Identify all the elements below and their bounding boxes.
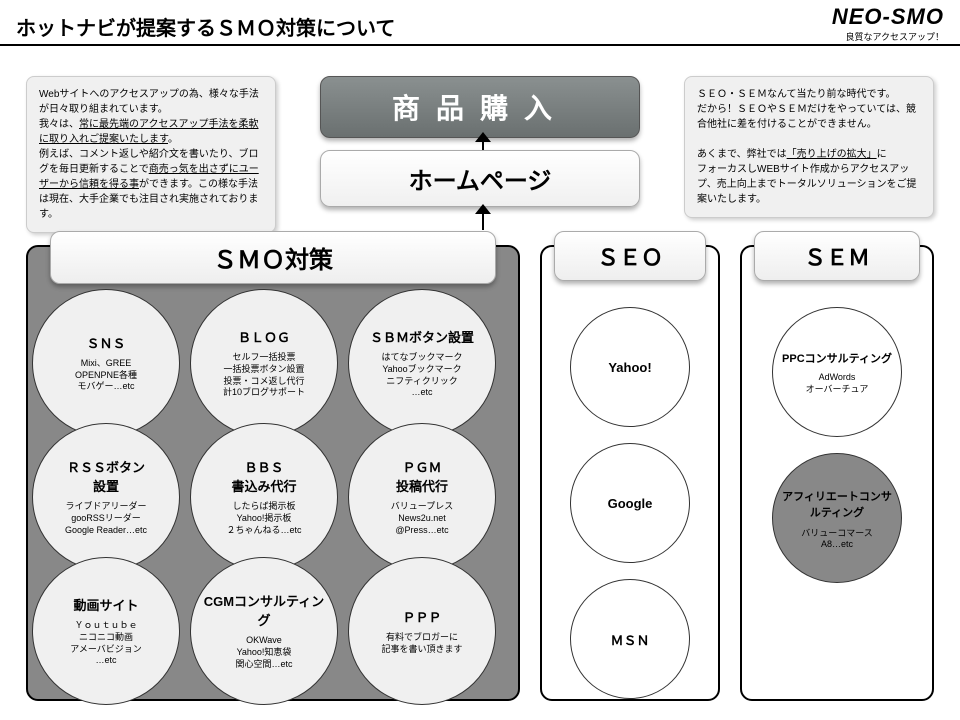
sem-circle-body-1: バリューコマースA8…etc: [801, 526, 873, 549]
sem-header: ＳＥＭ: [754, 231, 920, 281]
smo-circle-0: ＳＮＳ Mixi、GREEOPENPNE各種モバゲー…etc: [32, 289, 180, 437]
logo: NEO-SMO 良質なアクセスアップ！: [832, 4, 944, 43]
smo-circle-body-1: セルフ一括投票一括投票ボタン設置投票・コメ返し代行計10ブログサポート: [223, 352, 305, 399]
sem-circle-0: PPCコンサルティング AdWordsオーバーチュア: [772, 307, 902, 437]
title-underline: [0, 44, 960, 46]
smo-circle-body-8: 有料でブロガーに記事を書い頂きます: [381, 632, 462, 655]
smo-circle-grid: ＳＮＳ Mixi、GREEOPENPNE各種モバゲー…etc ＢＬＯＧ セルフ一括投票…: [38, 295, 508, 693]
page-title: ホットナビが提案するＳＭＯ対策について: [16, 12, 395, 41]
top-banner: 商品購入: [320, 76, 640, 138]
smo-circle-title-4: ＢＢＳ書込み代行: [231, 457, 296, 495]
smo-circle-title-6: 動画サイト: [73, 595, 138, 614]
sem-circles: PPCコンサルティング AdWordsオーバーチュアアフィリエートコンサルティング…: [742, 307, 932, 583]
smo-circle-8: ＰＰＰ 有料でブロガーに記事を書い頂きます: [348, 557, 496, 705]
smo-panel: ＳＭＯ対策 ＳＮＳMixi、GREEOPENPNE各種モバゲー…etcＢＬＯＧセ…: [26, 245, 520, 701]
arrow-line-1: [482, 142, 484, 150]
seo-header: ＳＥＯ: [554, 231, 706, 281]
smo-circle-3: ＲＳＳボタン設置ライブドアリーダーgooRSSリーダーGoogle Reader…: [32, 423, 180, 571]
sem-circle-title-1: アフィリエートコンサルティング: [779, 488, 895, 520]
smo-circle-body-4: したらば掲示板Yahoo!掲示板２ちゃんねる…etc: [226, 501, 301, 536]
smo-circle-1: ＢＬＯＧ セルフ一括投票一括投票ボタン設置投票・コメ返し代行計10ブログサポート: [190, 289, 338, 437]
smo-circle-6: 動画サイト Ｙｏｕｔｕｂｅニコニコ動画アメーバビジョン…etc: [32, 557, 180, 705]
smo-circle-title-3: ＲＳＳボタン設置: [67, 457, 145, 495]
left-note-box: Webサイトへのアクセスアップの為、様々な手法が日々取り組まれています。 我々は…: [26, 76, 276, 233]
right-note-r3u: 「売り上げの拡大」: [787, 149, 877, 160]
smo-circle-title-2: ＳＢＭボタン設置: [370, 327, 474, 346]
smo-circle-body-0: Mixi、GREEOPENPNE各種モバゲー…etc: [75, 358, 137, 393]
left-note-l2a: 我々は、: [39, 119, 79, 130]
seo-circle-1: Google: [570, 443, 690, 563]
smo-circle-title-0: ＳＮＳ: [86, 333, 125, 352]
logo-main: NEO-SMO: [832, 4, 944, 30]
left-note-l1: Webサイトへのアクセスアップの為、様々な手法が日々取り組まれています。: [39, 89, 259, 115]
seo-circle-2: ＭＳＮ: [570, 579, 690, 699]
sem-panel: ＳＥＭ PPCコンサルティングAdWordsオーバーチュアアフィリエートコンサル…: [740, 245, 934, 701]
smo-circle-body-7: OKWaveYahoo!知恵袋関心空間…etc: [235, 635, 292, 670]
smo-circle-7: CGMコンサルティング OKWaveYahoo!知恵袋関心空間…etc: [190, 557, 338, 705]
smo-circle-title-1: ＢＬＯＧ: [238, 327, 290, 346]
right-note-r1: ＳＥＯ・ＳＥＭなんて当たり前な時代です。: [697, 89, 896, 100]
right-note-r4: フォーカスしWEBサイト作成からアクセスアップ、売上向上までトータルソリューショ…: [697, 164, 917, 205]
sem-circle-title-0: PPCコンサルティング: [782, 350, 892, 366]
sem-circle-1: アフィリエートコンサルティングバリューコマースA8…etc: [772, 453, 902, 583]
smo-circle-body-5: バリュープレスNews2u.net@Press…etc: [391, 501, 453, 536]
right-note-r2: だから！ＳＥＯやＳＥＭだけをやっていては、競合他社に差を付けることができません。: [697, 104, 916, 130]
smo-circle-body-3: ライブドアリーダーgooRSSリーダーGoogle Reader…etc: [65, 501, 147, 536]
smo-circle-body-2: はてなブックマークYahooブックマークニフティクリック…etc: [381, 352, 462, 399]
seo-circles: Yahoo! Google ＭＳＮ: [542, 307, 718, 699]
right-note-box: ＳＥＯ・ＳＥＭなんて当たり前な時代です。 だから！ＳＥＯやＳＥＭだけをやっていて…: [684, 76, 934, 218]
smo-circle-2: ＳＢＭボタン設置はてなブックマークYahooブックマークニフティクリック…etc: [348, 289, 496, 437]
logo-sub: 良質なアクセスアップ！: [832, 30, 944, 43]
right-note-r3b: に: [877, 149, 887, 160]
right-note-r3a: あくまで、弊社では: [697, 149, 787, 160]
smo-header: ＳＭＯ対策: [50, 231, 496, 284]
smo-circle-4: ＢＢＳ書込み代行したらば掲示板Yahoo!掲示板２ちゃんねる…etc: [190, 423, 338, 571]
arrow-up-1: [475, 132, 491, 142]
arrow-line-2: [482, 214, 484, 230]
smo-circle-title-5: ＰＧＭ投稿代行: [396, 457, 448, 495]
arrow-up-2: [475, 204, 491, 214]
seo-panel: ＳＥＯ Yahoo!GoogleＭＳＮ: [540, 245, 720, 701]
sem-circle-body-0: AdWordsオーバーチュア: [806, 372, 869, 395]
smo-circle-title-7: CGMコンサルティング: [199, 591, 329, 629]
smo-circle-5: ＰＧＭ投稿代行バリュープレスNews2u.net@Press…etc: [348, 423, 496, 571]
homepage-banner: ホームページ: [320, 150, 640, 207]
smo-circle-title-8: ＰＰＰ: [402, 607, 441, 626]
smo-circle-body-6: Ｙｏｕｔｕｂｅニコニコ動画アメーバビジョン…etc: [70, 620, 141, 667]
seo-circle-0: Yahoo!: [570, 307, 690, 427]
left-note-l2b: 。: [168, 134, 178, 145]
